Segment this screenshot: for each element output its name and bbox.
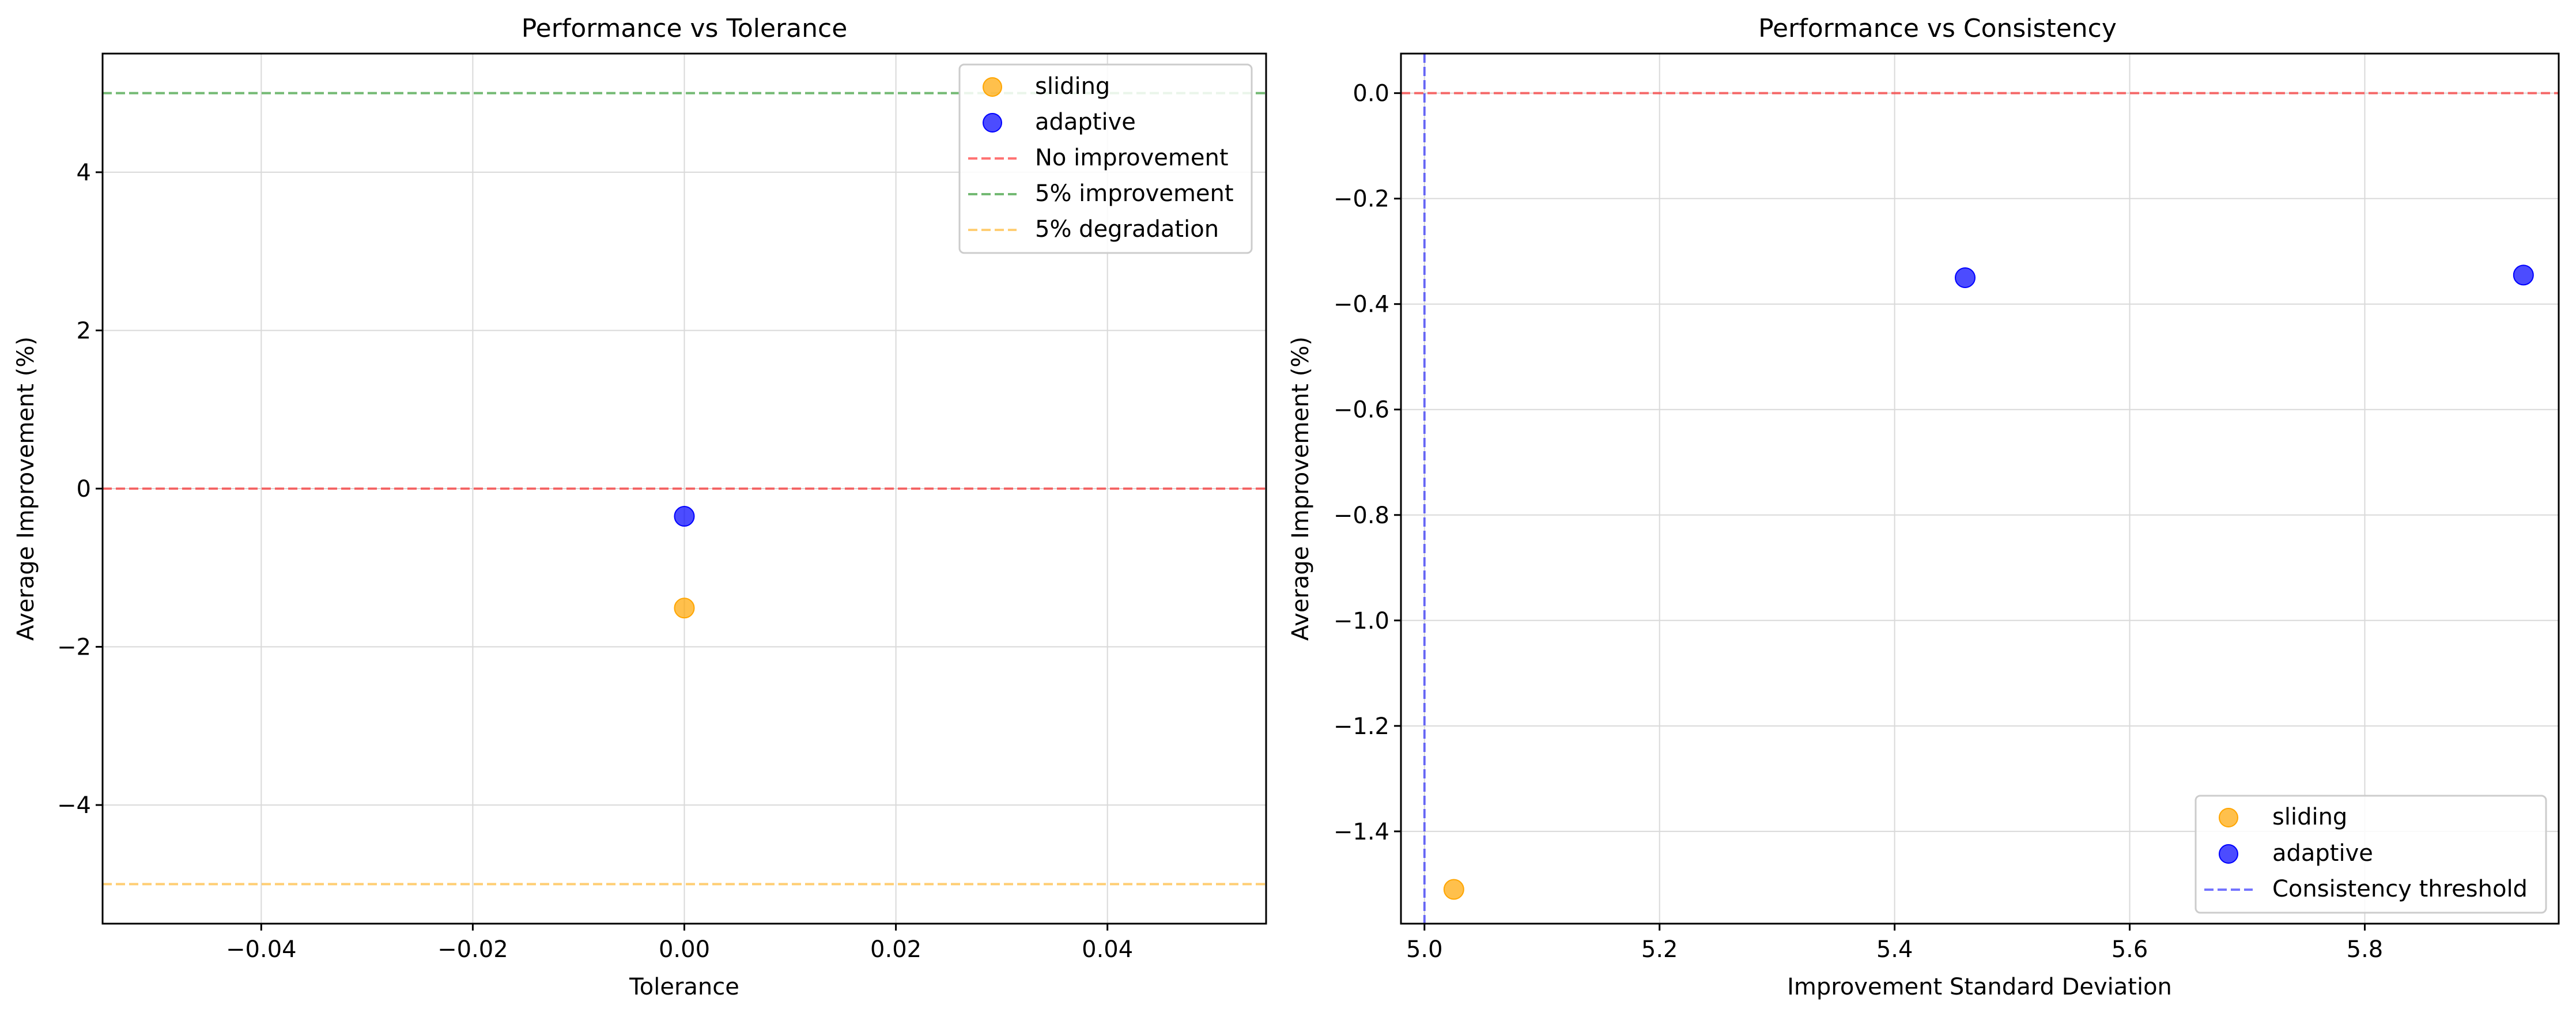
chart-title: Performance vs Consistency (1758, 14, 2117, 43)
data-points (674, 506, 695, 619)
x-axis-label: Improvement Standard Deviation (1787, 974, 2172, 1000)
x-tick-label: 0.02 (870, 936, 921, 963)
x-tick-label: −0.02 (437, 936, 508, 963)
legend-label-5pct-degradation: 5% degradation (1035, 216, 1219, 243)
y-tick-label: −1.2 (1334, 713, 1389, 740)
x-tick-label: 5.6 (2112, 936, 2148, 963)
legend-box (2194, 795, 2547, 914)
x-tick-label: −0.04 (226, 936, 297, 963)
x-tick-label: 5.4 (1876, 936, 1913, 963)
y-tick-label: 0 (77, 476, 91, 502)
legend-label-5pct-improvement: 5% improvement (1035, 180, 1234, 207)
legend-marker-adaptive (983, 113, 1002, 133)
legend-marker-sliding (983, 77, 1002, 97)
chart-tolerance: Performance vs Tolerance −0.04 −0.02 0.00 0… (13, 14, 1267, 1000)
y-tick-label: −1.4 (1334, 819, 1389, 845)
legend-label-adaptive: adaptive (1035, 109, 1136, 135)
y-tick-label: −0.8 (1334, 502, 1389, 529)
x-tick-label: 0.00 (659, 936, 710, 963)
legend: sliding adaptive Consistency threshold (2194, 795, 2547, 914)
x-tick-label: 5.0 (1406, 936, 1443, 963)
legend-box (958, 63, 1253, 254)
x-ticks: −0.04 −0.02 0.00 0.02 0.04 (226, 924, 1133, 963)
y-tick-label: 2 (77, 317, 91, 344)
chart-consistency: Performance vs Consistency 5.0 5.2 5.4 5.6 5… (1287, 14, 2560, 1000)
y-tick-label: 4 (77, 160, 91, 186)
y-tick-label: −0.4 (1334, 292, 1389, 318)
reference-lines (1401, 54, 2559, 924)
chart-title: Performance vs Tolerance (522, 14, 848, 43)
y-axis-label: Average Improvement (%) (13, 337, 39, 641)
y-ticks: −4 −2 0 2 4 (57, 160, 103, 819)
data-points (1443, 264, 2534, 900)
plot-frame (101, 52, 1267, 925)
legend-marker-adaptive (2219, 844, 2238, 864)
legend: sliding adaptive No improvement 5% impro… (958, 63, 1253, 254)
x-ticks: 5.0 5.2 5.4 5.6 5.8 (1406, 924, 2383, 963)
legend-label-consistency-threshold: Consistency threshold (2272, 876, 2528, 902)
y-axis-label: Average Improvement (%) (1287, 337, 1314, 641)
y-ticks: 0.0 −0.2 −0.4 −0.6 −0.8 −1.0 −1.2 −1.4 (1334, 81, 1401, 845)
x-tick-label: 0.04 (1082, 936, 1133, 963)
y-tick-label: −2 (57, 634, 91, 661)
grid-lines (1401, 54, 2559, 924)
point-adaptive (2513, 264, 2534, 286)
y-tick-label: 0.0 (1353, 81, 1389, 107)
legend-marker-sliding (2219, 808, 2238, 827)
legend-label-sliding: sliding (2272, 804, 2347, 830)
x-tick-label: 5.2 (1641, 936, 1678, 963)
y-tick-label: −0.6 (1334, 397, 1389, 424)
x-tick-label: 5.8 (2347, 936, 2384, 963)
legend-label-sliding: sliding (1035, 73, 1110, 100)
y-tick-label: −4 (57, 792, 91, 819)
y-tick-label: −1.0 (1334, 608, 1389, 634)
x-axis-label: Tolerance (629, 974, 739, 1000)
point-adaptive (674, 506, 695, 527)
point-adaptive (1955, 267, 1976, 288)
y-tick-label: −0.2 (1334, 186, 1389, 213)
legend-label-no-improvement: No improvement (1035, 145, 1229, 171)
plot-frame (1400, 52, 2560, 925)
point-sliding (1443, 879, 1464, 900)
point-sliding (674, 598, 695, 619)
legend-label-adaptive: adaptive (2272, 840, 2373, 867)
